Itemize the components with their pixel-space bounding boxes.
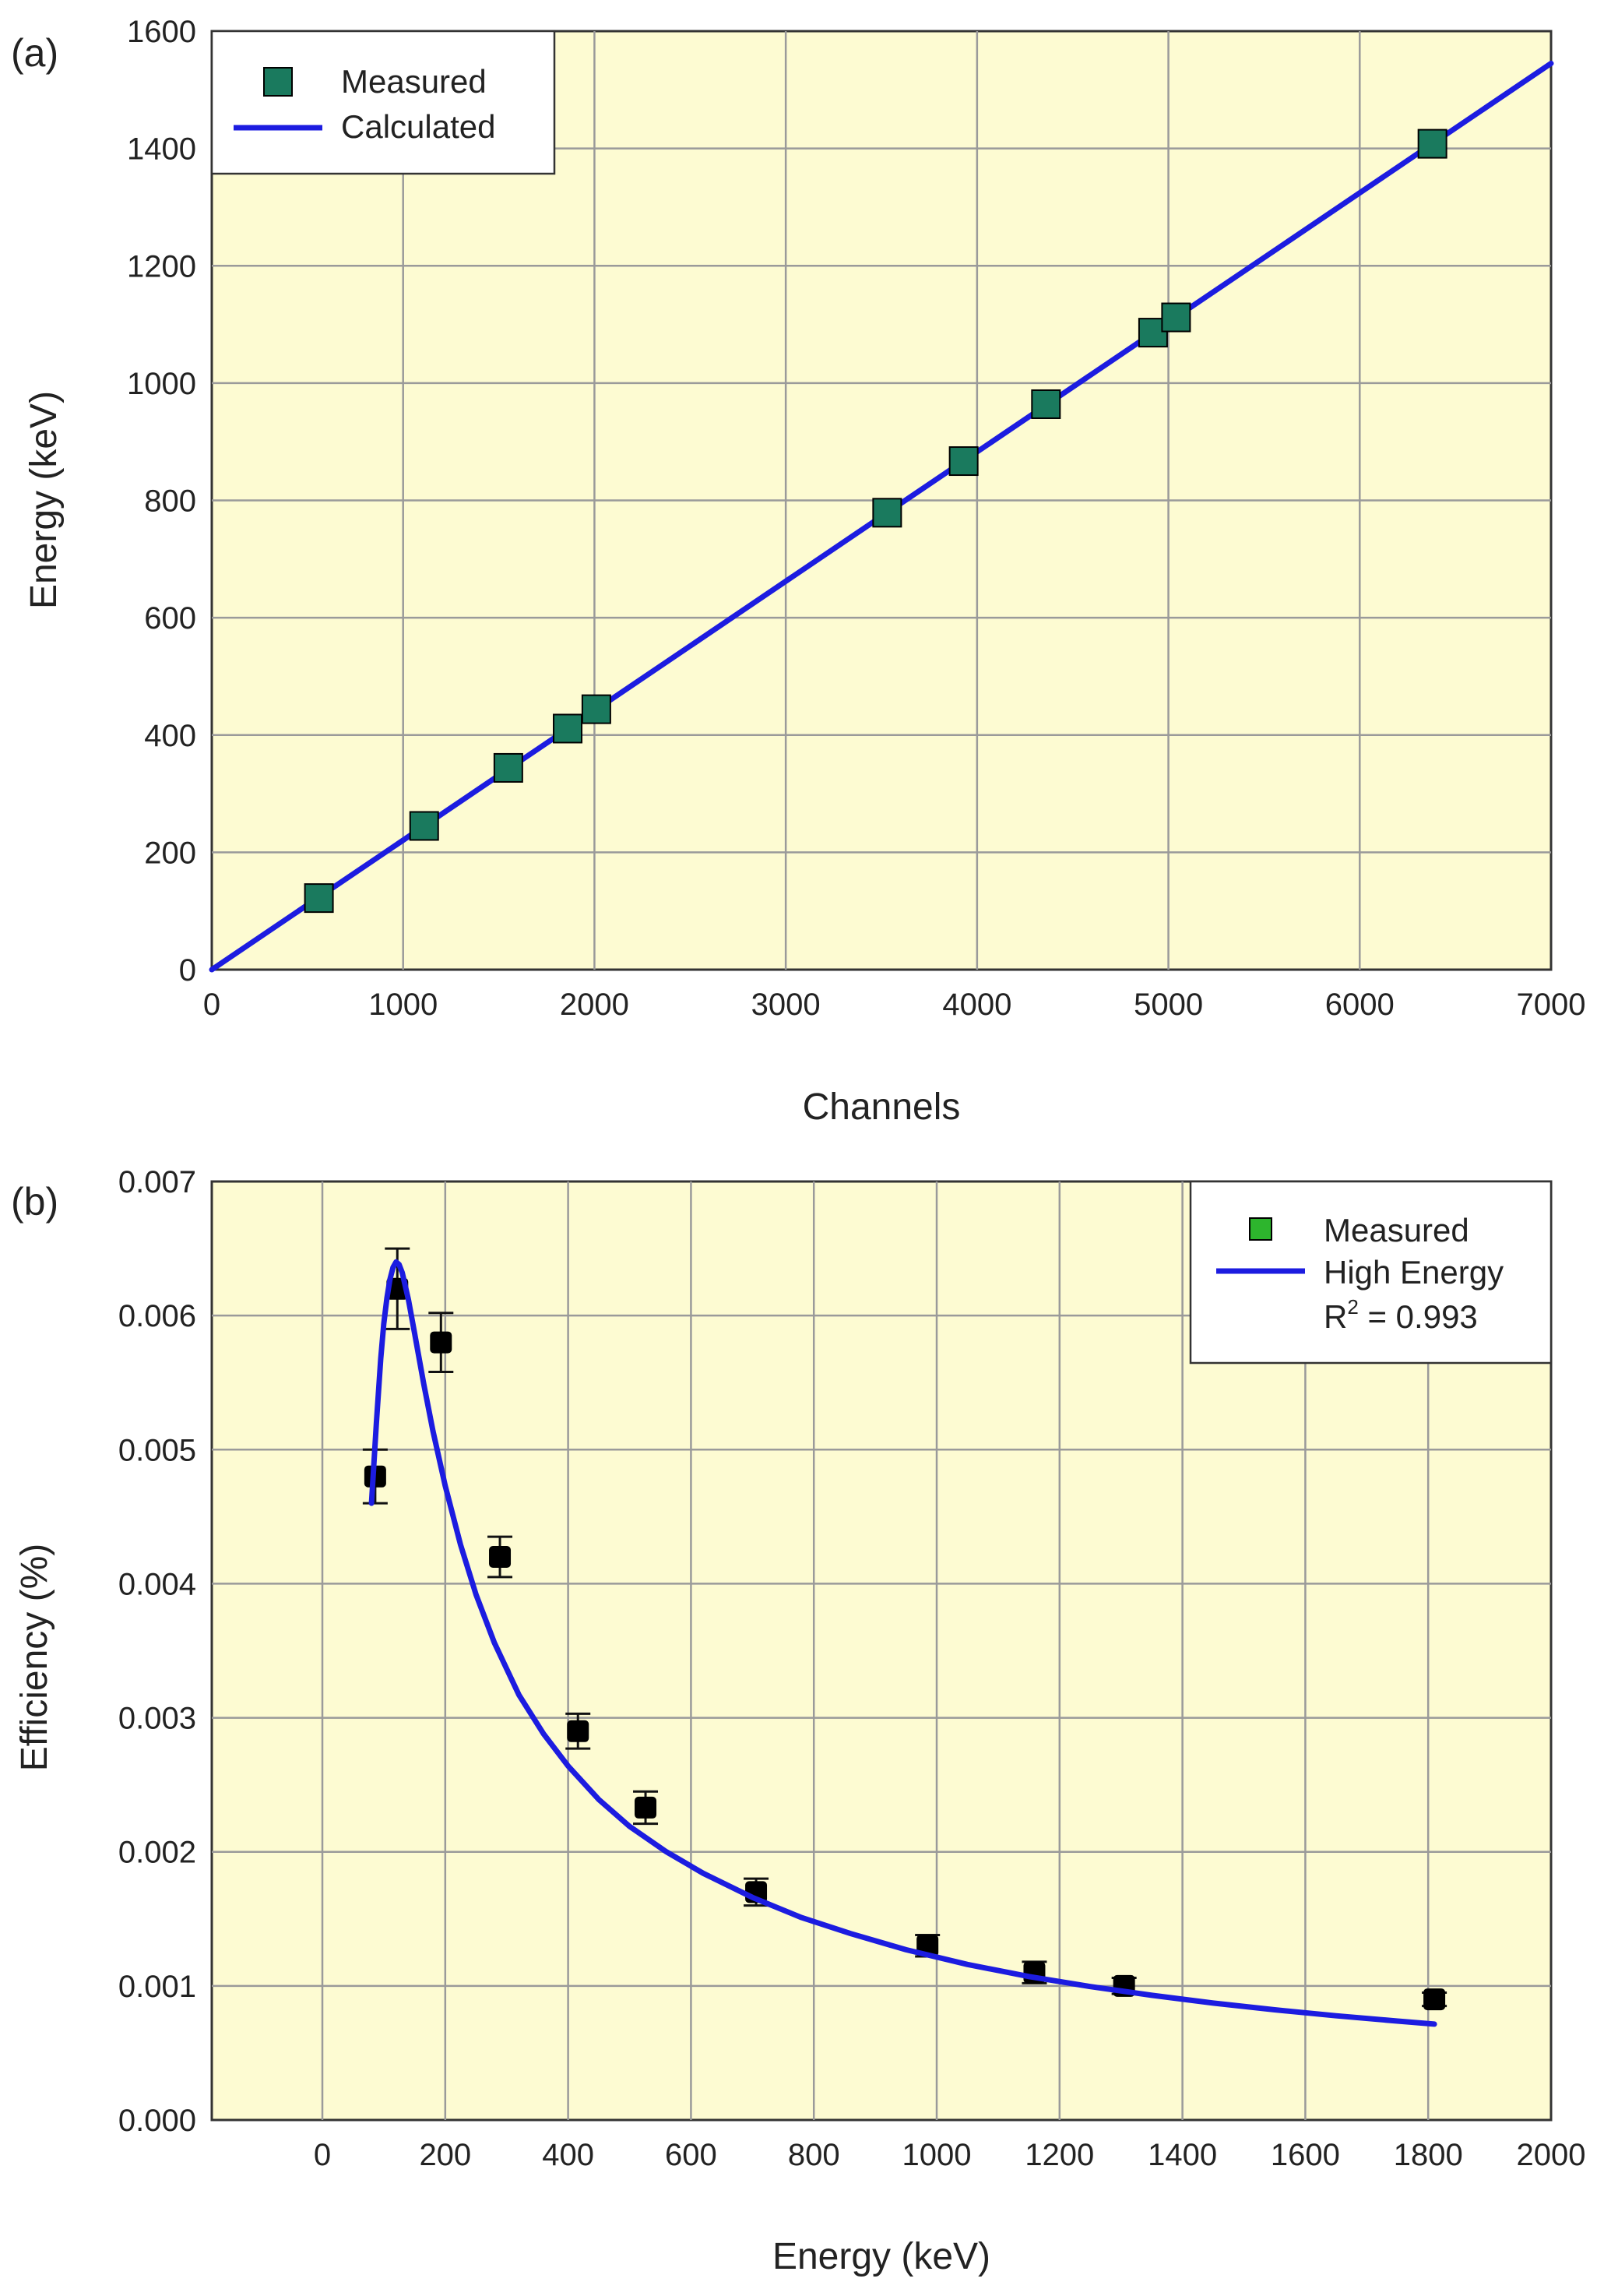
panel-a-y-tick-label: 0: [179, 953, 196, 988]
panel-b-x-tick-label: 200: [419, 2138, 471, 2172]
legend-measured-label-a: Measured: [341, 63, 487, 100]
panel-a-x-axis-label: Channels: [803, 1086, 961, 1128]
panel-a-y-tick-label: 1000: [127, 367, 196, 401]
panel-a-measured-point: [1417, 129, 1447, 159]
r-squared-prefix: R: [1324, 1298, 1347, 1335]
panel-b-y-tick-label: 0.001: [118, 1970, 196, 2004]
panel-b: (b) 0 200 400 600 800 1000 1200 1400 1600 1800 200…: [11, 1165, 1585, 2277]
panel-a-measured-point: [581, 694, 611, 724]
panel-a-x-tick-label: 5000: [1134, 988, 1203, 1022]
panel-a-x-tick-label: 2000: [560, 988, 629, 1022]
panel-b-high-energy-line: [368, 1259, 1437, 2027]
panel-b-x-tick-label: 1200: [1025, 2138, 1094, 2172]
panel-b-y-axis-label: Efficiency (%): [14, 1544, 55, 1772]
panel-b-measured-point: [1423, 1988, 1446, 2011]
panel-a-x-tick-label: 0: [203, 988, 220, 1022]
panel-a-measured-point: [304, 883, 334, 914]
panel-b-y-tick-label: 0.002: [118, 1836, 196, 1870]
panel-b-y-tick-label: 0.003: [118, 1702, 196, 1736]
panel-a-y-tick-label: 400: [144, 719, 196, 753]
panel-a-measured-point: [1161, 302, 1191, 333]
panel-a-y-tick-label: 600: [144, 601, 196, 636]
legend-high-energy-label: High Energy: [1324, 1254, 1504, 1291]
panel-a-label: (a): [11, 31, 58, 75]
panel-a-x-tick-label: 3000: [751, 988, 821, 1022]
panel-a-y-tick-label: 200: [144, 836, 196, 870]
panel-b-y-tick-label: 0.004: [118, 1567, 196, 1601]
r-squared-superscript: 2: [1347, 1295, 1358, 1319]
panel-a-x-tick-label: 4000: [942, 988, 1011, 1022]
panel-a: (a) 0 1000 2000 3000 4000 5000 6000 7000 0 200 400…: [11, 15, 1585, 1128]
panel-a-measured-point: [872, 498, 902, 528]
panel-a-y-tick-label: 1400: [127, 132, 196, 167]
panel-b-data-marks: [362, 1247, 1447, 2027]
panel-a-data-marks: [209, 60, 1554, 973]
panel-b-measured-point: [635, 1796, 657, 1819]
panel-b-x-tick-label: 1800: [1394, 2138, 1463, 2172]
panel-b-x-axis-label: Energy (keV): [772, 2236, 990, 2277]
panel-b-x-tick-label: 600: [665, 2138, 717, 2172]
panel-a-x-tick-label: 7000: [1517, 988, 1586, 1022]
panel-a-y-axis-label: Energy (keV): [23, 391, 65, 609]
r-squared-annotation: R2 = 0.993: [1324, 1295, 1478, 1335]
panel-b-x-tick-label: 400: [542, 2138, 594, 2172]
panel-b-measured-point: [567, 1720, 589, 1742]
panel-a-y-tick-label: 1200: [127, 249, 196, 283]
panel-b-tick-labels: 0 200 400 600 800 1000 1200 1400 1600 1800 2000 0.0…: [118, 1165, 1586, 2172]
panel-a-legend: Measured Calculated: [210, 30, 556, 175]
panel-b-y-tick-label: 0.000: [118, 2104, 196, 2138]
panel-a-tick-labels: 0 1000 2000 3000 4000 5000 6000 7000 0 200 400 600 8…: [127, 15, 1585, 1022]
panel-b-x-tick-label: 0: [314, 2138, 331, 2172]
panel-b-x-tick-label: 800: [788, 2138, 840, 2172]
panel-a-y-tick-label: 1600: [127, 15, 196, 49]
legend-measured-label-b: Measured: [1324, 1212, 1469, 1248]
panel-b-x-tick-label: 2000: [1517, 2138, 1586, 2172]
legend-calculated-label: Calculated: [341, 108, 495, 145]
panel-b-label: (b): [11, 1180, 58, 1224]
panel-a-measured-point: [493, 752, 523, 783]
panel-b-y-tick-label: 0.006: [118, 1299, 196, 1333]
panel-b-x-tick-label: 1600: [1271, 2138, 1340, 2172]
panel-a-x-tick-label: 6000: [1325, 988, 1395, 1022]
legend-measured-marker-a: [263, 67, 293, 97]
legend-measured-marker-b: [1249, 1217, 1272, 1241]
panel-a-measured-point: [948, 446, 979, 477]
panel-a-measured-point: [1031, 389, 1061, 419]
panel-b-x-tick-label: 1000: [902, 2138, 972, 2172]
panel-b-y-tick-label: 0.005: [118, 1433, 196, 1467]
panel-a-measured-point: [409, 811, 439, 841]
r-squared-value: = 0.993: [1359, 1298, 1478, 1335]
panel-b-measured-point: [489, 1546, 512, 1568]
panel-a-measured-point: [553, 713, 583, 744]
panel-a-legend-box: [210, 30, 556, 175]
panel-a-y-tick-label: 800: [144, 484, 196, 519]
panel-b-legend: Measured High Energy R2 = 0.993: [1189, 1180, 1553, 1365]
panel-b-measured-point: [430, 1331, 452, 1354]
panel-a-x-tick-label: 1000: [368, 988, 438, 1022]
panel-b-y-tick-label: 0.007: [118, 1165, 196, 1199]
panel-b-x-tick-label: 1400: [1148, 2138, 1217, 2172]
